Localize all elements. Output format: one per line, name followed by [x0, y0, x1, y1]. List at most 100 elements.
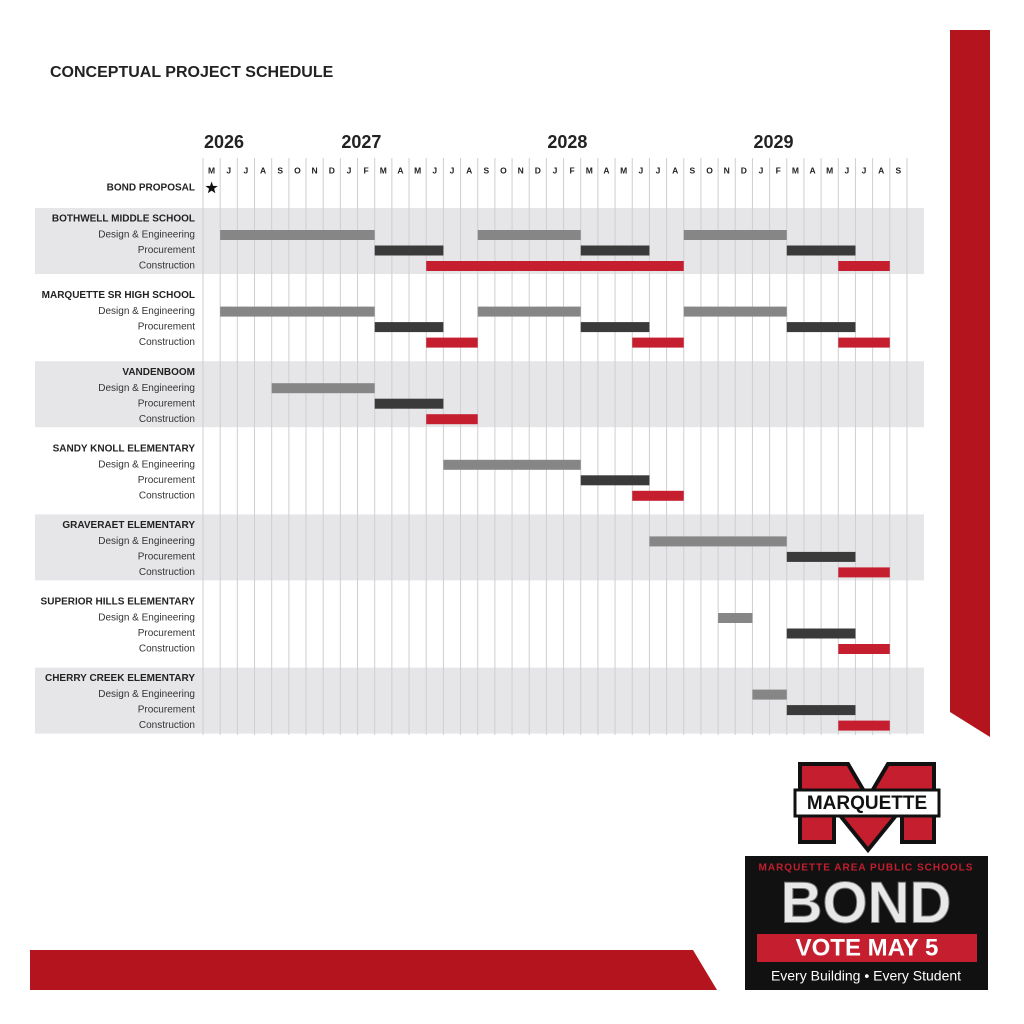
task-bar	[374, 322, 444, 333]
side-stripe	[950, 30, 990, 737]
task-bar	[786, 705, 856, 716]
logo-vote: VOTE MAY 5	[796, 934, 939, 961]
month-label: A	[809, 165, 815, 175]
month-label: J	[244, 165, 249, 175]
task-label: Construction	[139, 490, 195, 501]
month-label: A	[672, 165, 678, 175]
month-label: J	[638, 165, 643, 175]
month-label: S	[277, 165, 283, 175]
month-label: D	[329, 165, 335, 175]
task-label: Procurement	[138, 245, 195, 256]
task-label: Design & Engineering	[98, 613, 195, 624]
month-label: A	[397, 165, 403, 175]
task-bar	[580, 475, 650, 486]
task-bar	[426, 261, 684, 271]
task-label: Procurement	[138, 322, 195, 333]
task-bar	[683, 230, 787, 240]
month-label: M	[208, 165, 215, 175]
task-bar	[580, 245, 650, 256]
task-bar	[838, 644, 890, 654]
task-bar	[580, 322, 650, 333]
milestone-label: BOND PROPOSAL	[107, 183, 195, 194]
month-label: M	[414, 165, 421, 175]
month-label: A	[878, 165, 884, 175]
month-label: D	[741, 165, 747, 175]
month-label: F	[570, 165, 575, 175]
month-label: A	[466, 165, 472, 175]
task-bar	[838, 720, 890, 731]
task-bar	[632, 337, 684, 348]
task-label: Design & Engineering	[98, 230, 195, 241]
task-bar	[683, 306, 787, 317]
bottom-stripe	[30, 950, 717, 990]
task-bar	[718, 613, 753, 623]
task-label: Design & Engineering	[98, 459, 195, 470]
task-label: Design & Engineering	[98, 306, 195, 317]
month-label: N	[518, 165, 524, 175]
chart-title: CONCEPTUAL PROJECT SCHEDULE	[50, 64, 334, 81]
project-name: BOTHWELL MIDDLE SCHOOL	[52, 214, 195, 225]
milestone-star	[205, 181, 218, 194]
month-label: O	[706, 165, 713, 175]
task-label: Design & Engineering	[98, 383, 195, 394]
month-label: O	[500, 165, 507, 175]
year-label: 2028	[547, 132, 587, 152]
month-label: O	[294, 165, 301, 175]
task-bar	[374, 245, 444, 256]
task-label: Procurement	[138, 552, 195, 563]
logo: MARQUETTE MARQUETTE AREA PUBLIC SCHOOLS …	[745, 762, 988, 990]
month-label: J	[759, 165, 764, 175]
year-label: 2026	[204, 132, 244, 152]
year-label: 2029	[753, 132, 793, 152]
task-label: Construction	[139, 567, 195, 578]
task-bar	[786, 628, 856, 639]
task-bar	[786, 322, 856, 333]
task-bar	[752, 689, 787, 700]
month-label: J	[656, 165, 661, 175]
month-label: M	[380, 165, 387, 175]
logo-mark-text: MARQUETTE	[807, 793, 927, 814]
task-label: Procurement	[138, 475, 195, 486]
project-name: VANDENBOOM	[122, 367, 195, 378]
month-label: M	[792, 165, 799, 175]
project-name: SANDY KNOLL ELEMENTARY	[53, 443, 196, 454]
row-band	[35, 667, 924, 734]
task-bar	[477, 306, 581, 317]
task-label: Construction	[139, 261, 195, 272]
project-name: GRAVERAET ELEMENTARY	[62, 520, 195, 531]
task-label: Construction	[139, 414, 195, 425]
logo-tagline: Every Building • Every Student	[771, 968, 961, 984]
task-bar	[786, 551, 856, 562]
year-label: 2027	[341, 132, 381, 152]
month-label: J	[553, 165, 558, 175]
task-bar	[426, 337, 478, 348]
month-label: J	[347, 165, 352, 175]
month-label: M	[620, 165, 627, 175]
task-bar	[374, 398, 444, 409]
project-name: CHERRY CREEK ELEMENTARY	[45, 673, 195, 684]
row-band	[35, 514, 924, 581]
month-label: S	[896, 165, 902, 175]
task-bar	[426, 414, 478, 425]
task-bar	[220, 306, 375, 317]
month-label: N	[312, 165, 318, 175]
row-band	[35, 361, 924, 428]
task-bar	[838, 261, 890, 271]
month-label: M	[826, 165, 833, 175]
task-bar	[786, 245, 856, 256]
month-label: S	[483, 165, 489, 175]
logo-word: BOND	[781, 870, 952, 935]
month-label: F	[364, 165, 369, 175]
task-label: Design & Engineering	[98, 536, 195, 547]
task-bar	[271, 383, 375, 394]
month-label: A	[603, 165, 609, 175]
month-label: J	[862, 165, 867, 175]
task-bar	[632, 490, 684, 501]
month-label: A	[260, 165, 266, 175]
month-label: J	[226, 165, 231, 175]
task-bar	[838, 567, 890, 578]
task-bar	[477, 230, 581, 240]
month-label: M	[586, 165, 593, 175]
month-label: J	[450, 165, 455, 175]
